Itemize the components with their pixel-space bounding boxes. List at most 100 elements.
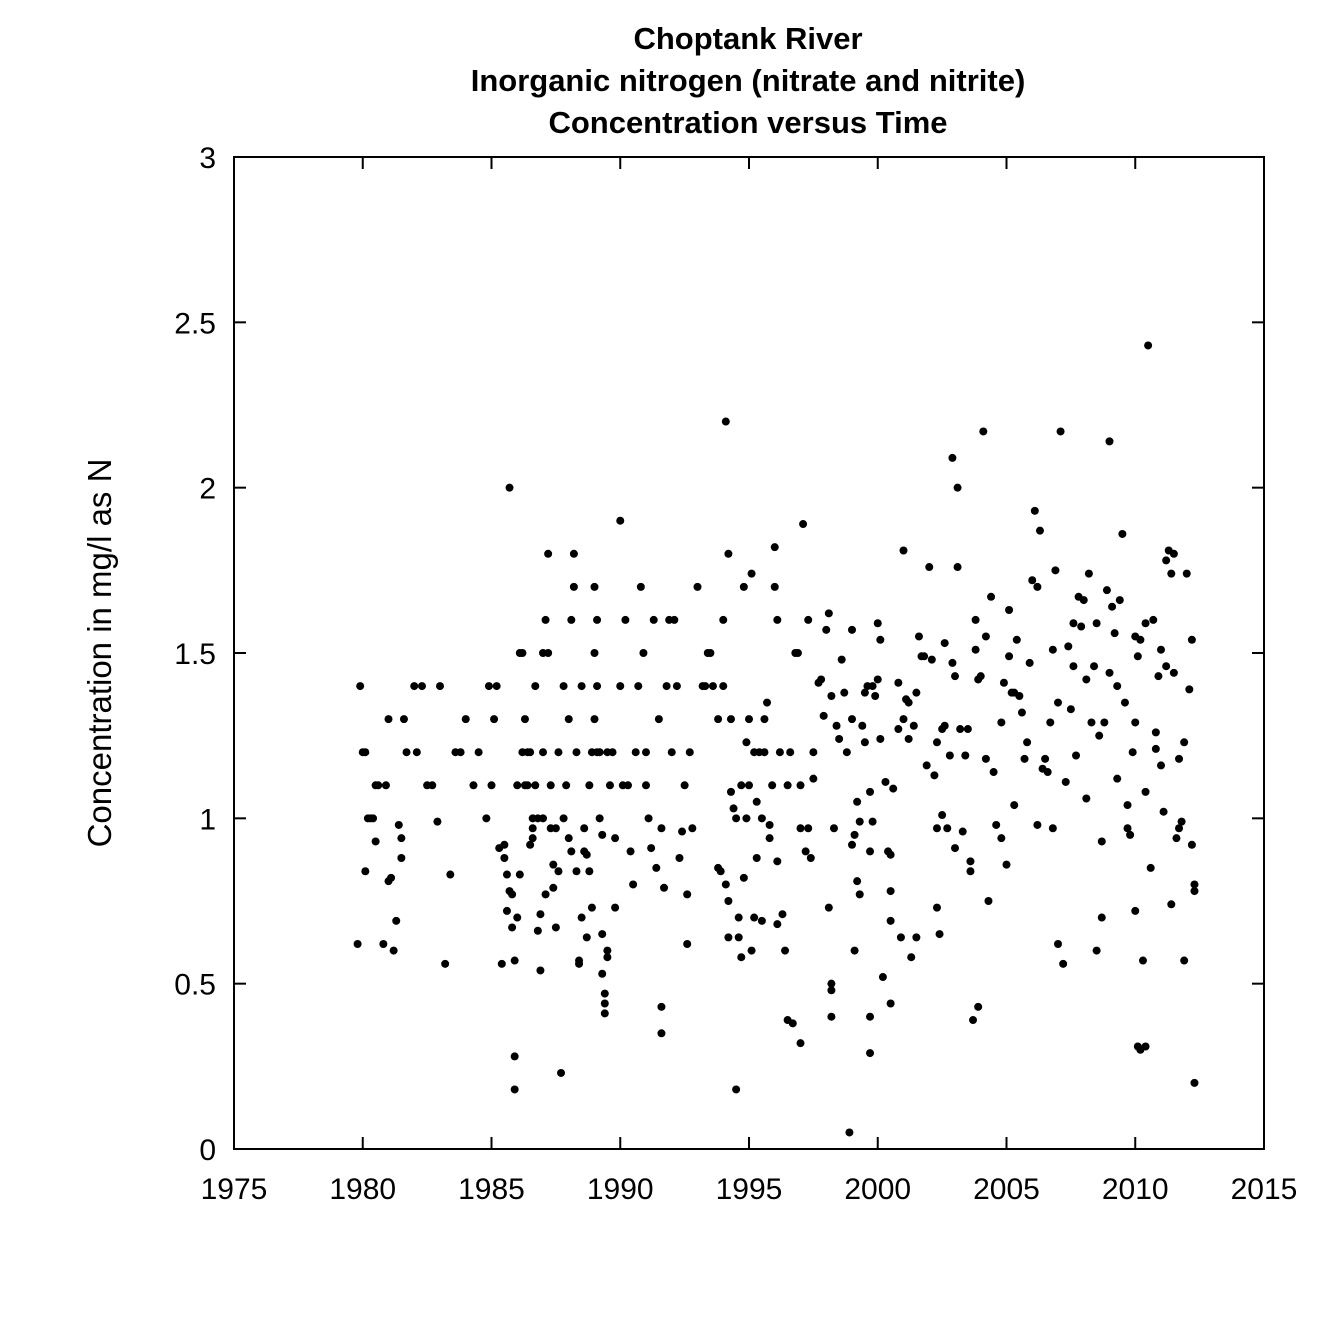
data-point [860,688,869,697]
data-point [1141,1042,1150,1051]
data-point [932,824,941,833]
y-tick-label: 3 [199,142,216,175]
data-point [544,549,553,558]
data-point [963,725,972,734]
data-point [1108,602,1117,611]
data-point [1144,341,1153,350]
data-point [590,715,599,724]
data-point [1126,830,1135,839]
data-point [853,877,862,886]
data-point [827,691,836,700]
data-point [724,933,733,942]
data-point [945,751,954,760]
data-point [809,774,818,783]
data-point [827,986,836,995]
data-point [1138,956,1147,965]
data-point [737,781,746,790]
data-point [714,715,723,724]
data-point [567,615,576,624]
data-point [732,1085,741,1094]
data-point [546,781,555,790]
data-point [845,1128,854,1137]
data-point [593,682,602,691]
data-point [593,615,602,624]
data-point [520,715,529,724]
data-point [1010,801,1019,810]
data-point [1005,652,1014,661]
data-point [992,820,1001,829]
data-point [1113,774,1122,783]
data-point [683,939,692,948]
data-point [1097,913,1106,922]
data-point [868,817,877,826]
data-point [1190,1078,1199,1087]
data-point [1035,526,1044,535]
data-point [1069,662,1078,671]
y-tick-label: 0.5 [174,969,216,1002]
data-point [536,910,545,919]
data-point [557,1068,566,1077]
data-point [616,516,625,525]
data-point [1110,629,1119,638]
data-point [508,890,517,899]
data-point [551,824,560,833]
data-point [997,718,1006,727]
data-point [381,781,390,790]
data-point [873,675,882,684]
data-point [848,840,856,849]
data-point [832,721,841,730]
data-point [801,847,810,856]
data-point [1149,615,1158,624]
data-point [757,814,766,823]
data-point [999,678,1008,687]
data-point [783,781,792,790]
data-point [1041,754,1050,763]
data-point [752,854,761,863]
data-point [752,797,761,806]
data-point [528,824,537,833]
data-point [541,890,550,899]
data-point [1064,642,1073,651]
data-point [894,678,903,687]
data-point [1118,529,1127,538]
data-point [742,814,751,823]
data-point [989,768,998,777]
data-point [500,840,509,849]
data-point [623,781,632,790]
data-point [1185,685,1194,694]
data-point [871,691,880,700]
data-point [948,453,957,462]
data-point [739,582,748,591]
data-point [539,748,547,757]
data-point [708,682,717,691]
data-point [881,777,890,786]
plot-frame [233,156,1265,1150]
data-point [533,926,542,935]
data-point [626,847,635,856]
data-point [1123,824,1132,833]
data-point [866,1012,875,1021]
data-point [889,784,898,793]
data-point [951,844,959,853]
data-point [1066,705,1075,714]
data-point [817,675,826,684]
data-point [662,682,671,691]
data-point [598,969,607,978]
data-point [554,867,563,876]
data-point [371,837,380,846]
data-point [1167,569,1176,578]
x-tick-label: 2005 [973,1173,1040,1206]
data-point [369,814,378,823]
x-tick-label: 1995 [716,1173,783,1206]
data-point [732,814,741,823]
data-point [598,930,607,939]
data-point [1059,959,1068,968]
data-point [500,854,509,863]
data-point [987,592,996,601]
data-point [773,920,782,929]
data-point [773,857,782,866]
data-point [492,682,501,691]
data-point [603,946,612,955]
data-point [657,1002,666,1011]
data-point [953,483,962,492]
